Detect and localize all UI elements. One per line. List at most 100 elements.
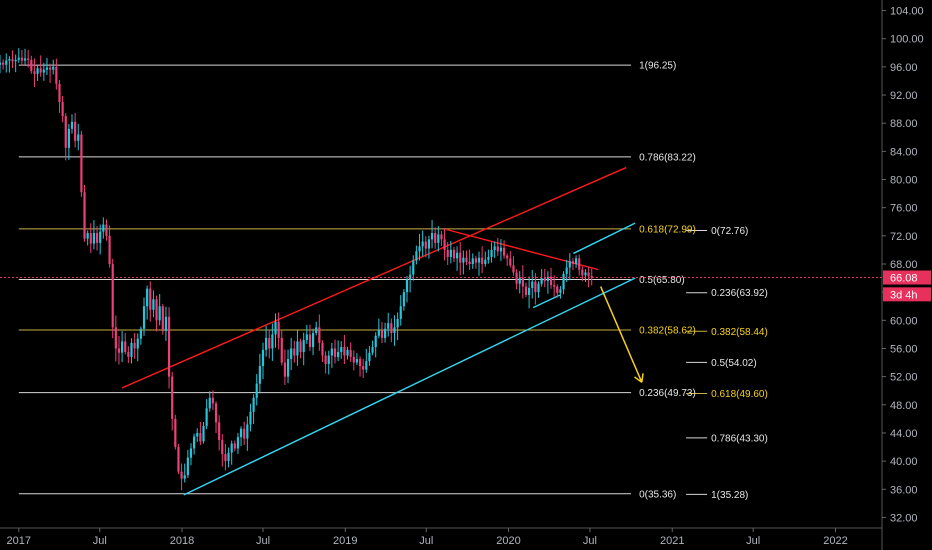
candle-body (36, 68, 39, 74)
candle-body (61, 102, 64, 117)
candle-body (271, 334, 274, 349)
candle-body (102, 224, 105, 232)
candle-body (487, 256, 490, 260)
candle-body (174, 418, 177, 448)
x-tick-label: Jul (419, 535, 433, 547)
y-tick-label: 40.00 (890, 456, 918, 468)
candle-body (177, 447, 180, 472)
candle-body (42, 69, 45, 73)
candle-body (268, 337, 271, 349)
candle-body (421, 241, 424, 247)
projection-arrowhead (641, 373, 644, 383)
price-tag-label: 66.08 (890, 273, 918, 285)
fib-extension-label: 0.618(49.60) (711, 389, 768, 400)
candle-body (239, 428, 243, 438)
candle-body (52, 66, 55, 70)
candle-body (233, 443, 236, 449)
x-axis[interactable]: 2017 Jul 2018 Jul 2019 Jul 2020 Jul 2021 Jul 2022 (0, 527, 882, 547)
candle-body (171, 376, 174, 419)
candle-body (296, 341, 299, 356)
candle-body (471, 258, 474, 264)
candle-body (549, 276, 553, 286)
candle-body (405, 279, 409, 293)
candle-body (352, 356, 355, 363)
y-tick-label: 92.00 (890, 90, 918, 102)
candle-body (327, 355, 330, 364)
candle-body (553, 285, 556, 287)
candle-body (208, 397, 211, 409)
candle-body (211, 397, 214, 404)
candle-body (437, 234, 440, 243)
candle-body (183, 475, 186, 479)
candle-body (443, 239, 446, 250)
candle-body (252, 397, 255, 412)
candle-body (387, 323, 390, 329)
candle-body (199, 432, 202, 442)
candle-body (70, 121, 74, 129)
candle-body (299, 341, 302, 352)
y-tick-label: 84.00 (890, 146, 918, 158)
candle-body (368, 352, 371, 362)
candle-body (424, 241, 427, 249)
candle-body (105, 224, 108, 236)
fib-level-label: 0.236(49.73) (639, 388, 696, 399)
candle-body (86, 233, 89, 239)
candle-body (30, 59, 33, 72)
candle-body (258, 366, 261, 384)
fib-extension-label: 0.236(63.92) (711, 288, 768, 299)
candle-body (559, 289, 562, 293)
candle-body (430, 233, 434, 240)
candle-body (418, 246, 421, 252)
candle-body (152, 299, 155, 310)
fib-extension-label: 0.5(54.02) (711, 358, 757, 369)
candle-body (358, 359, 362, 367)
candle-body (571, 261, 575, 264)
candle-body (8, 59, 11, 61)
candle-body (167, 316, 171, 377)
x-tick-label: Jul (746, 535, 760, 547)
candle-body (362, 366, 365, 370)
candle-body (193, 436, 196, 449)
x-tick-label: 2017 (7, 535, 31, 547)
candle-body (236, 437, 240, 449)
wedge-upper-line (573, 222, 636, 255)
candle-body (502, 247, 506, 256)
candle-body (121, 341, 124, 353)
fib-extension-label: 0.382(58.44) (711, 327, 768, 338)
candle-body (261, 349, 265, 367)
candle-body (452, 249, 456, 259)
candle-body (412, 260, 415, 275)
candle-body (340, 347, 343, 352)
candle-body (58, 83, 61, 103)
candle-body (158, 306, 161, 321)
candle-body (440, 234, 443, 240)
y-tick-label: 100.00 (890, 34, 924, 46)
candle-body (214, 403, 218, 423)
fib-level-label: 0(35.36) (639, 489, 676, 500)
candle-body (114, 327, 117, 349)
candle-body (318, 327, 321, 343)
x-tick-label: 2021 (660, 535, 684, 547)
fib-labels: 1(96.25) 0.786(83.22) 0.618(72.99) 0.5(65.8… (639, 61, 768, 501)
candle-body (346, 349, 349, 356)
candle-body (587, 272, 590, 276)
fib-extension-label: 0(72.76) (711, 226, 748, 237)
y-tick-label: 56.00 (890, 343, 918, 355)
price-tags: 66.08 3d 4h (883, 270, 931, 302)
candle-body (506, 255, 509, 259)
candle-body (565, 267, 568, 274)
y-axis[interactable]: 104.00 100.00 96.00 92.00 88.00 84.00 80.00 76.… (881, 0, 924, 550)
candle-body (189, 448, 193, 458)
x-tick-label: Jul (256, 535, 270, 547)
candle-body (149, 288, 152, 310)
candle-body (540, 278, 543, 284)
candle-body (355, 359, 359, 363)
candle-body (249, 411, 252, 425)
candle-body (95, 233, 99, 243)
candle-body (374, 335, 377, 348)
x-tick-label: Jul (93, 535, 107, 547)
candle-body (568, 261, 571, 268)
candle-body (415, 251, 418, 261)
candle-body (383, 328, 387, 338)
